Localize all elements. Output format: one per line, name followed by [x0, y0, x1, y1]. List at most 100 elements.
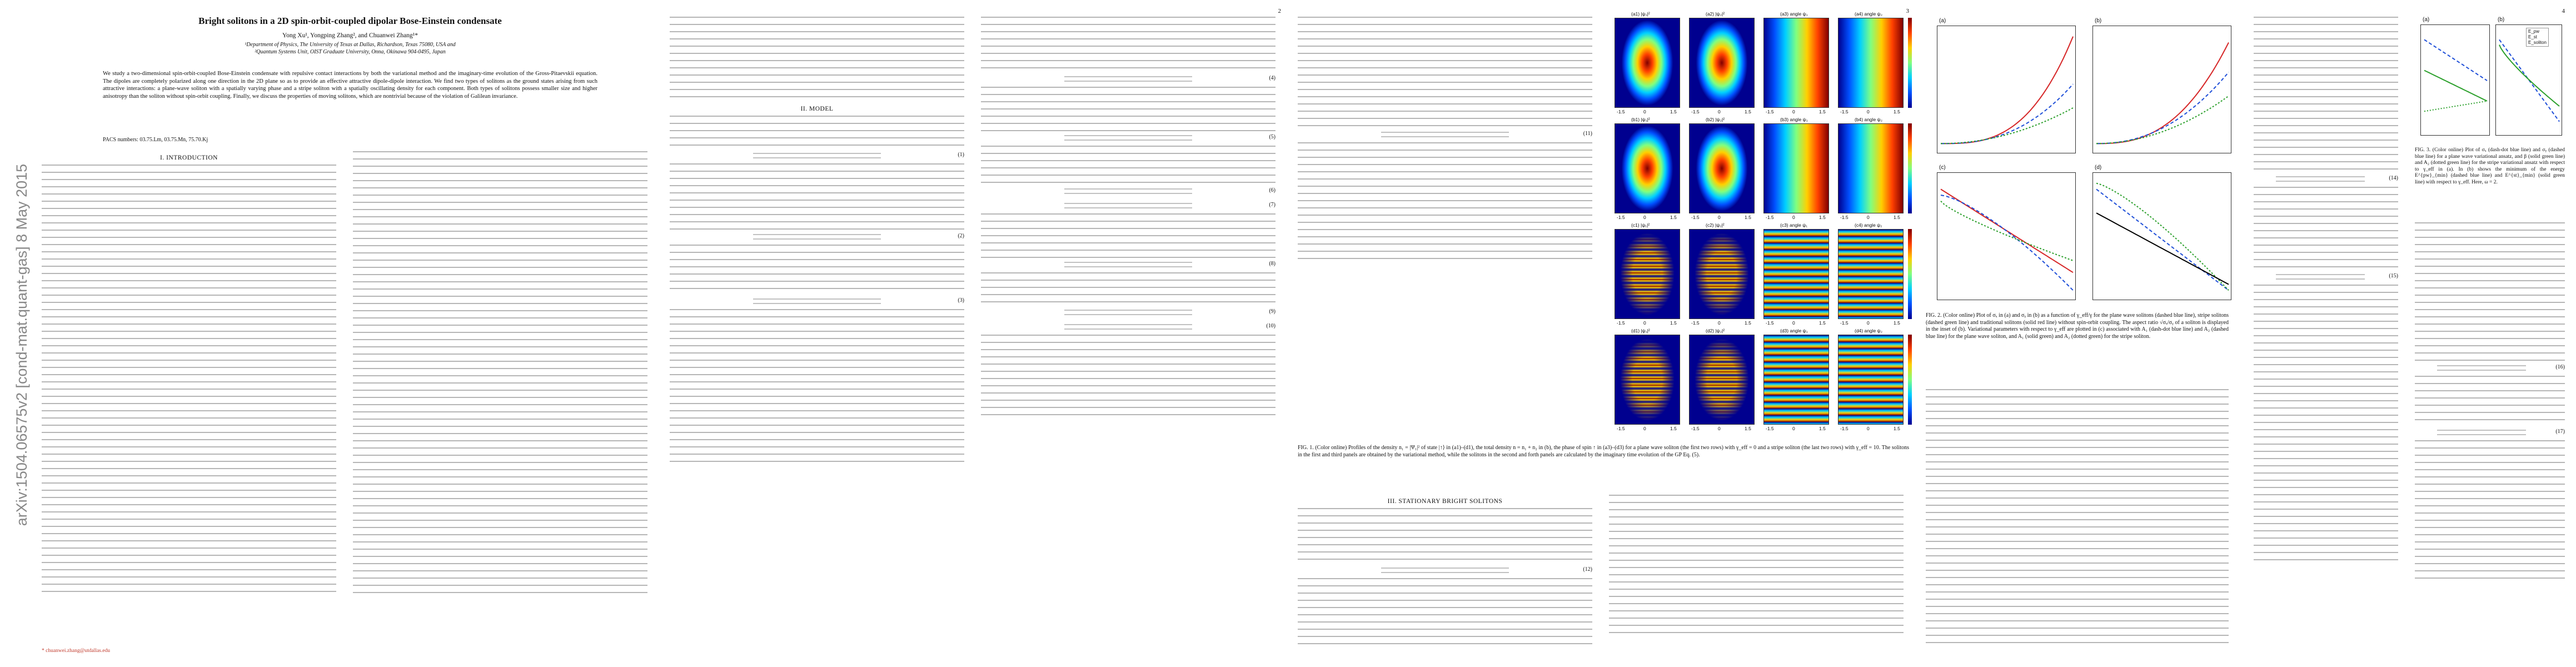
- text-block: [981, 335, 1275, 418]
- page-4: 4 (a) (b) (c) (d) FIG. 2. (Color online) Pl…: [1926, 6, 2570, 661]
- equation: (1): [670, 149, 964, 163]
- series-line: [2424, 39, 2488, 81]
- series-line: [2096, 188, 2229, 291]
- intro-text-block-2: [353, 151, 647, 596]
- density-panel: [1838, 229, 1904, 319]
- tick-label: -1.5: [1691, 320, 1700, 326]
- tick-label: 1.5: [1894, 215, 1900, 220]
- tick-label: 1.5: [1894, 109, 1900, 115]
- tick-label: -1.5: [1617, 320, 1625, 326]
- tick-label: 1.5: [1745, 320, 1751, 326]
- equation: (15): [2254, 270, 2398, 285]
- tick-label: 0: [1867, 109, 1870, 115]
- figure-1-density-grid: (a1) |ψ₁|² -1.5 0 1.5 (a2) |ψ₂|² -1.5 0 1.5 (a3)…: [1609, 10, 1912, 444]
- colorbar: [1908, 335, 1912, 425]
- tick-label: 1.5: [1894, 320, 1900, 326]
- figure-3: (a) (b) E_pw E_st E_soliton: [2415, 17, 2565, 145]
- density-panel: [1689, 123, 1755, 213]
- panel-tag: (a): [1939, 18, 1946, 24]
- equation-number: (12): [1583, 566, 1592, 573]
- tick-label: -1.5: [1766, 109, 1774, 115]
- density-panel: [1615, 229, 1680, 319]
- text-block: [670, 309, 964, 465]
- text-block: [2254, 187, 2398, 270]
- page4-left-lower: [1926, 389, 2229, 645]
- tick-label: 0: [1718, 109, 1721, 115]
- plot-panel: [2092, 26, 2231, 153]
- text-block: [2415, 440, 2565, 585]
- equation-number: (4): [1269, 75, 1275, 81]
- arxiv-id-text: arXiv:1504.06575v2 [cond-mat.quant-gas] …: [13, 163, 31, 526]
- tick-label: 0: [1867, 320, 1870, 326]
- page-number: 3: [1906, 8, 1910, 14]
- equation: (11): [1298, 128, 1592, 142]
- page3-lower-right: [1609, 495, 1904, 639]
- text-block: [981, 146, 1275, 185]
- colorbar: [1908, 123, 1912, 213]
- tick-label: 1.5: [1819, 320, 1826, 326]
- page4-middle-column: (14) (15): [2254, 17, 2398, 563]
- arxiv-identifier: arXiv:1504.06575v2 [cond-mat.quant-gas] …: [6, 133, 39, 556]
- plot-svg: [2424, 39, 2488, 112]
- tick-label: 1.5: [1670, 215, 1677, 220]
- tick-label: 0: [1867, 426, 1870, 431]
- figure-2: (a) (b) (c) (d): [1926, 17, 2237, 306]
- page-2: 2 II. MODEL (1) (2) (3) (4) (5) (6) (7) …: [670, 6, 1287, 661]
- equation-number: (8): [1269, 261, 1275, 267]
- panel-label: (c2) |ψ₂|²: [1706, 222, 1725, 228]
- equation-number: (1): [958, 152, 964, 158]
- equation: (16): [2415, 361, 2565, 376]
- panel-label: (a4) angle ψ₂: [1855, 11, 1882, 17]
- series-line: [1941, 36, 2074, 145]
- panel-label: (c4) angle ψ₂: [1855, 222, 1882, 228]
- series-line: [2499, 44, 2560, 107]
- tick-label: -1.5: [1617, 426, 1625, 431]
- abstract: We study a two-dimensional spin-orbit-co…: [103, 71, 597, 99]
- tick-label: 0: [1718, 426, 1721, 431]
- tick-label: -1.5: [1691, 426, 1700, 431]
- panel-tag: (c): [1939, 165, 1946, 171]
- colorbar: [1908, 18, 1912, 108]
- density-panel: [1838, 18, 1904, 108]
- tick-label: -1.5: [1766, 215, 1774, 220]
- text-block: [981, 87, 1275, 131]
- text-block: [1298, 578, 1592, 645]
- panel-label: (a2) |ψ₂|²: [1706, 11, 1725, 17]
- series-line: [2424, 100, 2488, 112]
- legend-entry: E_st: [2528, 34, 2538, 39]
- legend-entry: E_soliton: [2528, 40, 2547, 45]
- density-panel: [1838, 335, 1904, 425]
- equation-number: (5): [1269, 134, 1275, 140]
- equation-number: (9): [1269, 308, 1275, 315]
- equation: (12): [1298, 564, 1592, 578]
- equation-number: (11): [1583, 131, 1592, 137]
- panel-label: (d3) angle ψ₁: [1780, 328, 1808, 334]
- plot-svg: [1940, 188, 2074, 291]
- panel-label: (d4) angle ψ₂: [1855, 328, 1882, 334]
- equation-number: (7): [1269, 202, 1275, 208]
- equation: (5): [981, 131, 1275, 146]
- tick-label: 1.5: [1745, 109, 1751, 115]
- equation: (3): [670, 295, 964, 309]
- text-block: [1609, 495, 1904, 639]
- text-block: [1298, 508, 1592, 564]
- tick-label: 0: [1718, 215, 1721, 220]
- series-line: [2096, 95, 2229, 145]
- panel-label: (c1) |ψ₁|²: [1631, 222, 1650, 228]
- density-panel: [1689, 18, 1755, 108]
- panel-label: (b2) |ψ₂|²: [1706, 117, 1725, 122]
- tick-label: 1.5: [1745, 426, 1751, 431]
- density-panel: [1615, 18, 1680, 108]
- panel-label: (b1) |ψ₁|²: [1631, 117, 1650, 122]
- tick-label: -1.5: [1691, 109, 1700, 115]
- tick-label: 0: [1643, 215, 1646, 220]
- equation: (17): [2415, 426, 2565, 440]
- density-panel: [1615, 335, 1680, 425]
- plot-svg: [2096, 42, 2229, 145]
- equation: (2): [670, 230, 964, 245]
- page2-right-column: (4) (5) (6) (7) (8) (9) (10): [981, 17, 1275, 418]
- density-panel: [1763, 229, 1829, 319]
- equation: (14): [2254, 172, 2398, 187]
- density-panel: [1763, 18, 1829, 108]
- density-panel: [1615, 123, 1680, 213]
